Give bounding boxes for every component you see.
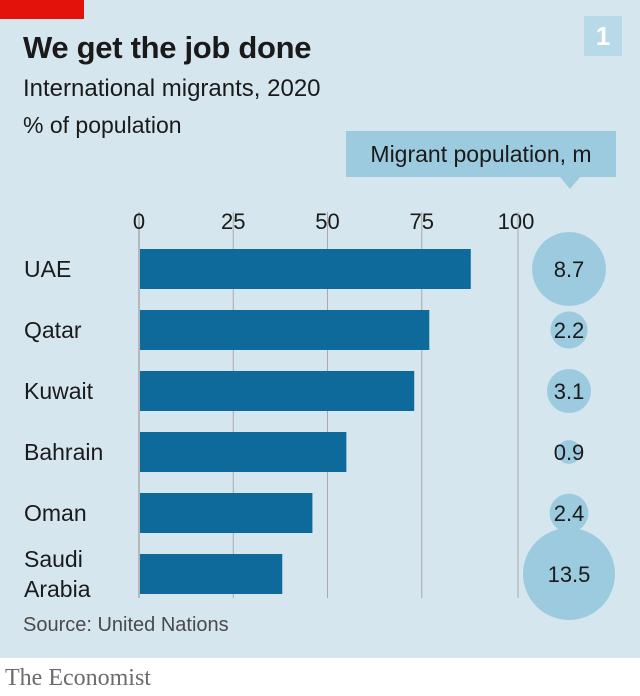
source-note: Source: United Nations: [23, 614, 229, 636]
chart-subtitle: International migrants, 2020: [23, 75, 321, 102]
category-label-2: Kuwait: [24, 378, 94, 404]
callout-arrow-icon: [560, 177, 580, 189]
bubble-label-5: 13.5: [548, 562, 591, 587]
x-tick-label-50: 50: [315, 209, 339, 234]
category-label-1: Qatar: [24, 317, 82, 343]
chart-title: We get the job done: [23, 30, 312, 65]
bubble-label-4: 2.4: [554, 501, 585, 526]
x-tick-label-100: 100: [498, 209, 535, 234]
bubble-4: [549, 493, 589, 533]
bubble-5: [523, 528, 615, 620]
bubble-label-3: 0.9: [554, 440, 585, 465]
bubble-label-1: 2.2: [554, 318, 585, 343]
bubble-3: [557, 440, 581, 464]
chart-unit-label: % of population: [23, 112, 182, 138]
bar-1: [140, 310, 430, 350]
bubble-legend-callout: Migrant population, m: [346, 131, 616, 177]
bar-0: [140, 249, 471, 289]
category-label-3: Bahrain: [24, 439, 103, 465]
category-label-0: UAE: [24, 256, 71, 282]
x-tick-label-0: 0: [133, 209, 145, 234]
bubble-label-2: 3.1: [554, 379, 585, 404]
bar-2: [140, 371, 415, 411]
bubble-1: [550, 311, 588, 349]
bar-3: [140, 432, 347, 472]
bar-4: [140, 493, 313, 533]
x-tick-label-25: 25: [221, 209, 245, 234]
bubble-0: [532, 232, 606, 306]
brand-wordmark: The Economist: [5, 665, 151, 691]
bubble-2: [546, 368, 592, 414]
category-label-4: Oman: [24, 500, 87, 526]
bubble-label-0: 8.7: [554, 257, 585, 282]
x-tick-label-75: 75: [410, 209, 434, 234]
category-label-5-line-1: Arabia: [24, 576, 91, 602]
chart-number-badge: 1: [584, 16, 622, 56]
brand-red-tag: [0, 0, 84, 19]
bar-5: [140, 554, 283, 594]
category-label-5-line-0: Saudi: [24, 546, 83, 572]
bar-chart: 0 25 50 75 100 UAE 8.7 Qatar 2.2 Kuwait 3.1 Bahrain…: [24, 209, 615, 620]
